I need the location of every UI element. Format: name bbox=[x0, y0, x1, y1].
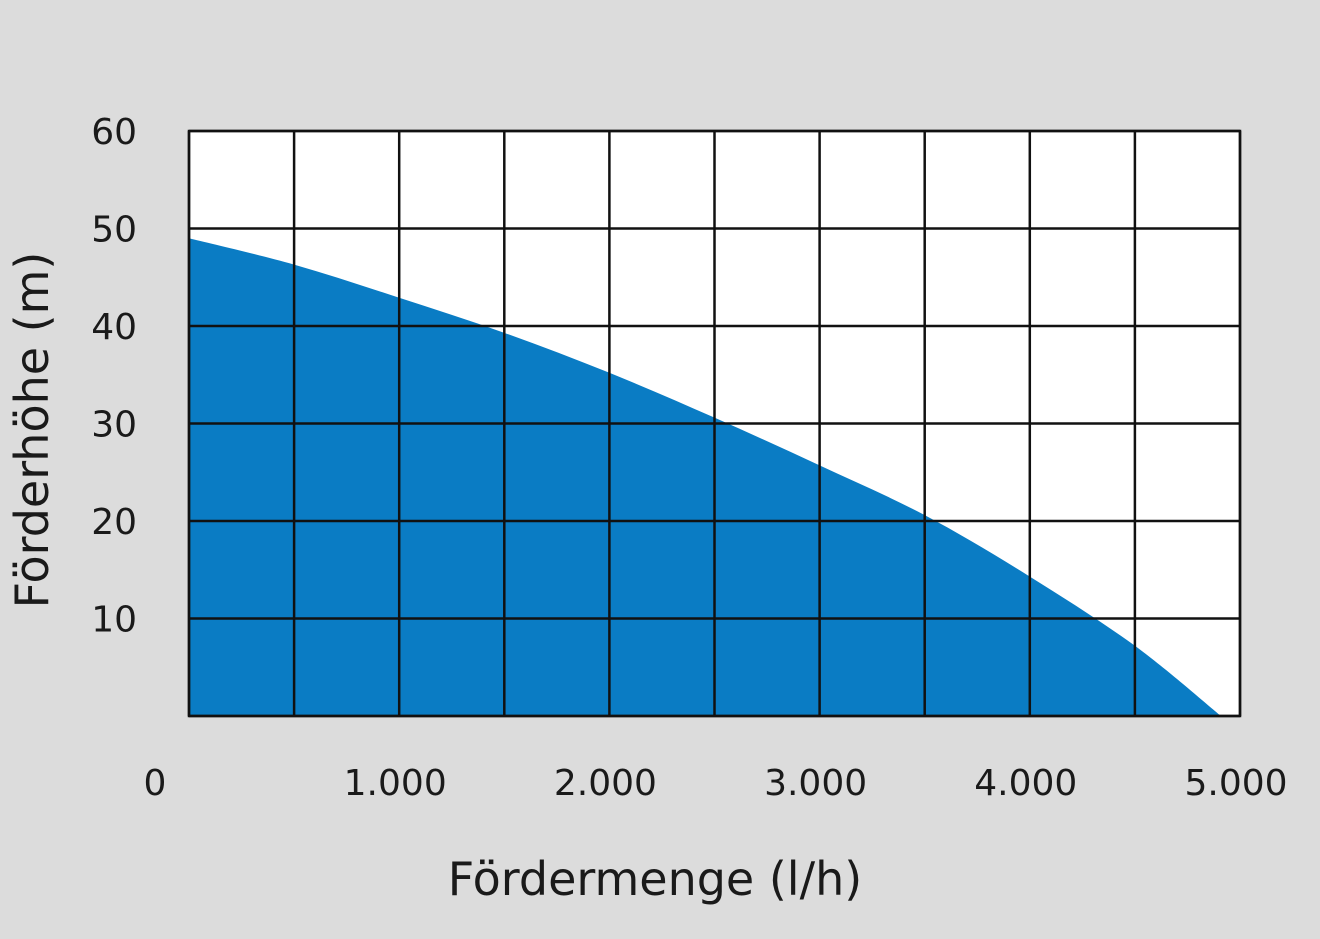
grid bbox=[187, 129, 1242, 718]
x-tick-label: 3.000 bbox=[764, 763, 867, 804]
y-tick-label: 30 bbox=[91, 405, 137, 446]
y-tick-label: 20 bbox=[91, 502, 137, 543]
y-axis-label: Förderhöhe (m) bbox=[5, 252, 59, 609]
x-tick-label: 1.000 bbox=[344, 763, 447, 804]
x-tick-label: 2.000 bbox=[554, 763, 657, 804]
y-tick-label: 50 bbox=[91, 210, 137, 251]
x-tick-label: 4.000 bbox=[974, 763, 1077, 804]
y-tick-label: 60 bbox=[91, 112, 137, 153]
y-tick-labels: 10 20 30 40 50 60 bbox=[91, 112, 137, 641]
x-tick-label: 5.000 bbox=[1184, 763, 1287, 804]
performance-area bbox=[189, 238, 1222, 716]
x-tick-labels: 0 1.000 2.000 3.000 4.000 5.000 bbox=[144, 763, 1288, 804]
y-tick-label: 40 bbox=[91, 307, 137, 348]
y-tick-label: 10 bbox=[91, 600, 137, 641]
x-tick-label: 0 bbox=[144, 763, 167, 804]
plot-frame bbox=[187, 129, 1242, 718]
x-axis-label: Fördermenge (l/h) bbox=[448, 852, 862, 906]
